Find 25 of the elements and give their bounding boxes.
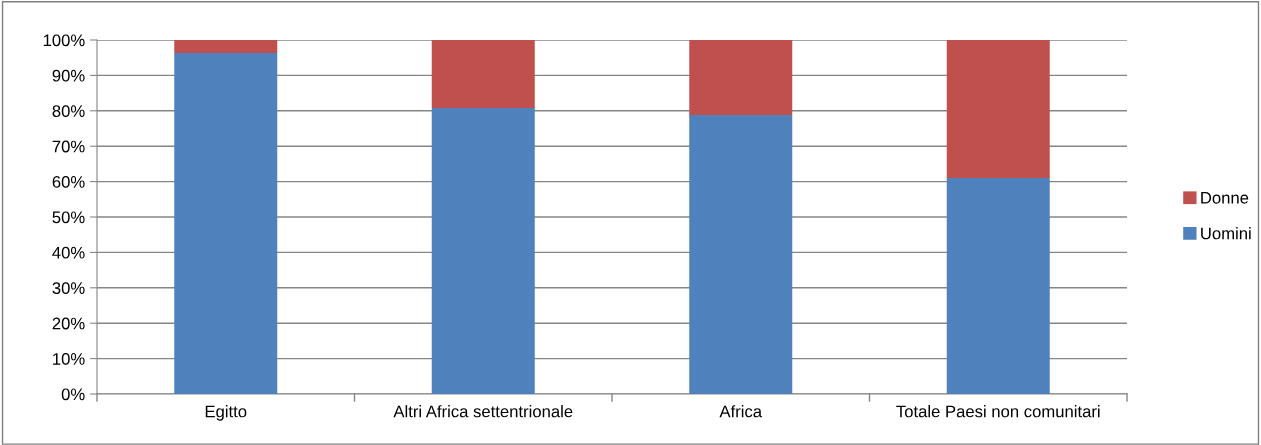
- y-tick-label: 0%: [61, 388, 85, 401]
- legend-label: Uomini: [1201, 227, 1251, 240]
- x-tick-label: Africa: [719, 405, 763, 418]
- y-tick-label: 40%: [52, 246, 85, 259]
- y-tick-label: 10%: [53, 353, 85, 365]
- y-tick-label: 50%: [52, 211, 85, 224]
- y-tick-label: 90%: [52, 69, 85, 82]
- bar: [689, 115, 793, 394]
- x-tick-label: Egitto: [205, 405, 247, 421]
- bar: [431, 107, 535, 394]
- bar: [689, 40, 793, 116]
- x-tick-label: Totale Paesi non comunitari: [896, 405, 1100, 418]
- y-tick-label: 20%: [52, 317, 85, 330]
- y-tick-label: 30%: [52, 282, 85, 294]
- bar: [431, 40, 535, 108]
- x-tick-label: Altri Africa settentrionale: [393, 405, 573, 418]
- bar: [946, 40, 1050, 179]
- y-tick-label: 80%: [52, 105, 85, 117]
- legend-label: Donne: [1201, 192, 1249, 204]
- y-tick-label: 100%: [43, 34, 85, 47]
- bar: [174, 53, 278, 394]
- bar: [174, 40, 278, 54]
- y-tick-label: 60%: [52, 176, 85, 188]
- y-tick-label: 70%: [52, 140, 85, 153]
- bar: [946, 178, 1050, 394]
